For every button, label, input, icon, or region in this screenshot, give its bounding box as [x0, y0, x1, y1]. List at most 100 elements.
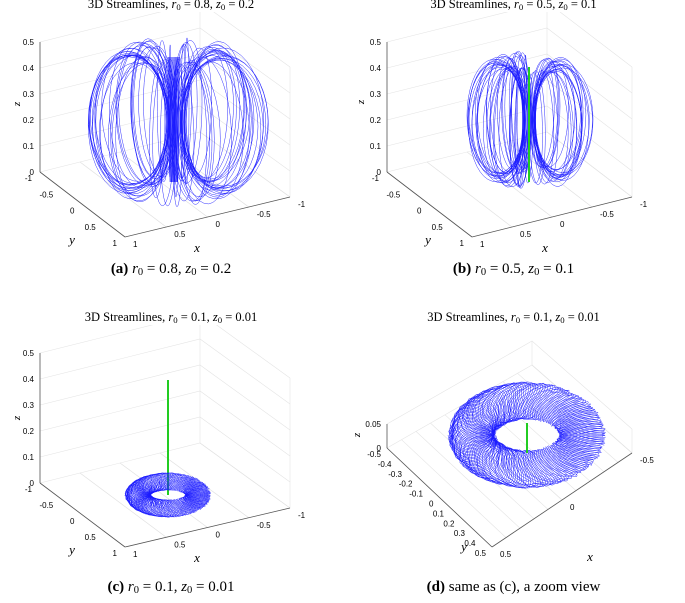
streamline-loop: [132, 492, 156, 514]
streamline-loop: [522, 450, 559, 484]
y-tick-label: 0: [417, 207, 422, 216]
y-tick-label: 0.5: [475, 549, 487, 558]
z-axis-label: z: [11, 415, 23, 421]
streamline-loop: [544, 398, 583, 422]
z-tick-label: 0.5: [370, 38, 382, 47]
x-tick-label: -1: [640, 200, 648, 209]
streamline-loop: [175, 56, 178, 183]
streamline-loop: [558, 427, 606, 436]
x-tick-label: 0: [216, 531, 221, 540]
streamline-loop: [503, 383, 539, 421]
z-tick-label: 0.2: [23, 427, 35, 436]
streamline-loop: [165, 499, 185, 516]
streamline-loop: [451, 422, 498, 468]
grid-line: [39, 53, 291, 120]
streamline-loop: [518, 384, 554, 421]
streamline-loop: [527, 387, 564, 421]
x-axis-line: [471, 196, 633, 238]
z-tick-label: 0.5: [23, 38, 35, 47]
grid-line: [39, 325, 291, 379]
y-tick-label: -0.2: [399, 480, 413, 489]
streamlines: [87, 37, 269, 208]
x-tick-label: -0.5: [600, 210, 614, 219]
z-tick-label: 0.4: [23, 375, 35, 384]
streamline-loop: [149, 67, 166, 199]
z-axis-label: z: [355, 99, 367, 105]
streamline-loop: [551, 442, 594, 463]
streamline-loop: [557, 426, 603, 435]
streamline-loop: [527, 451, 563, 483]
grid-line: [39, 27, 291, 94]
x-axis-label: x: [193, 240, 200, 255]
grid-line: [386, 27, 633, 94]
streamline-loop: [554, 409, 597, 427]
streamline-loop: [485, 382, 522, 425]
grid-line: [39, 390, 291, 457]
z-tick-label: 0.05: [365, 420, 381, 429]
streamlines: [466, 50, 594, 189]
streamline-loop: [154, 499, 175, 518]
z-tick-label: 0.5: [23, 349, 35, 358]
streamline-loop: [166, 474, 187, 491]
grid-line: [386, 53, 633, 120]
streamline-loop: [541, 449, 578, 476]
y-axis-label: y: [423, 232, 431, 247]
streamline-loop: [490, 446, 527, 488]
streamline-loop: [177, 498, 198, 511]
streamline-loop: [559, 429, 605, 437]
streamline-loop: [558, 434, 605, 443]
streamline-loop: [185, 491, 211, 498]
streamline-loop: [483, 382, 520, 425]
y-tick-label: 0.1: [433, 509, 445, 518]
streamline-loop: [184, 61, 244, 198]
y-tick-label: 0.4: [464, 539, 476, 548]
x-tick-label: 0: [570, 503, 575, 512]
streamline-loop: [468, 438, 508, 483]
streamline-loop: [534, 65, 590, 181]
x-tick-label: -0.5: [257, 521, 271, 530]
x-tick-label: 0.5: [174, 230, 186, 239]
x-axis-label: x: [586, 549, 593, 564]
streamline-loop: [515, 449, 552, 487]
z-tick-label: 0.4: [23, 64, 35, 73]
streamline-loop: [486, 54, 524, 174]
streamline-loop: [178, 479, 200, 492]
streamline-loop: [118, 43, 177, 185]
z-tick-label: 0.2: [23, 116, 35, 125]
streamline-loop: [90, 51, 168, 186]
streamline-loop: [176, 478, 198, 492]
streamline-loop: [551, 405, 592, 425]
streamline-loop: [497, 383, 534, 422]
streamline-loop: [477, 442, 514, 485]
y-tick-label: 0.3: [454, 529, 466, 538]
y-tick-label: -0.5: [367, 450, 381, 459]
y-tick-label: 0.2: [443, 519, 455, 528]
streamline-loop: [160, 473, 180, 491]
streamline-loop: [541, 394, 580, 422]
z-tick-label: 0: [30, 168, 35, 177]
grid-line: [199, 442, 291, 509]
x-axis-label: x: [193, 550, 200, 565]
grid-line: [119, 151, 208, 218]
plot-3d: 0.50.40.30.20.10-1-0.500.51 10.50-0.5-1xy…: [355, 12, 648, 255]
streamline-loop: [456, 429, 501, 474]
streamline-loop: [520, 385, 556, 420]
y-tick-label: -0.4: [378, 460, 392, 469]
streamline-loop: [533, 69, 582, 178]
z-tick-label: 0.1: [23, 453, 35, 462]
y-tick-label: 0.5: [85, 223, 97, 232]
grid-line: [386, 12, 633, 68]
streamline-loop: [553, 407, 596, 427]
z-tick-label: 0: [30, 479, 35, 488]
streamline-loop: [531, 61, 569, 168]
streamline-loop: [490, 56, 525, 172]
streamline-loop: [460, 433, 503, 478]
grid-line: [119, 462, 208, 528]
streamline-loop: [160, 499, 180, 517]
streamline-loop: [466, 389, 506, 433]
streamline-loop: [515, 52, 531, 173]
y-tick-label: 1: [113, 239, 118, 248]
z-tick-label: 0: [377, 444, 382, 453]
streamline-loop: [92, 55, 169, 193]
streamline-loop: [534, 389, 570, 421]
